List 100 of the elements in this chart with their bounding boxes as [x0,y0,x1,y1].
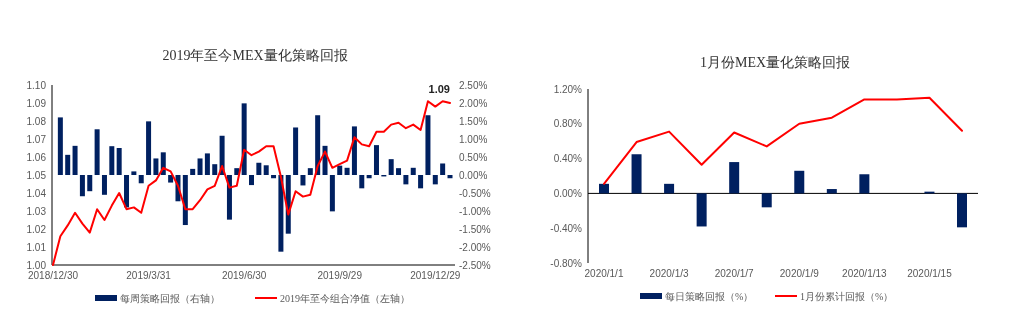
x-tick-label: 2020/1/1 [584,268,624,279]
bar [131,171,137,175]
bar [366,175,372,179]
bar [109,146,115,175]
y-tick-label: 0.40% [553,153,583,165]
bar [440,163,446,175]
bar [664,183,675,194]
bar [432,175,438,185]
bar [957,193,967,228]
bar [124,175,130,208]
bar [315,115,321,175]
y2-tick-label: 0.00% [459,169,488,181]
y-tick-label: -0.40% [550,222,583,234]
chart-title: 1月份MEX量化策略回报 [699,55,851,70]
x-tick-label: 2018/12/30 [27,270,79,281]
x-tick-label: 2020/1/13 [842,268,888,279]
y2-tick-label: 2.00% [459,97,488,109]
bar [418,175,424,189]
bar [859,174,870,194]
bar [72,145,78,175]
bar [329,175,335,212]
y2-tick-label: -2.00% [459,241,491,253]
bar [396,168,402,175]
legend-label: 每周策略回报（右轴） [120,292,220,304]
bar [307,168,313,175]
bar [57,117,63,175]
y-tick-label: 1.02 [26,223,47,235]
y2-tick-label: 1.00% [459,133,488,145]
y-tick-label: 1.05 [26,169,47,181]
y-tick-label: 0.00% [553,187,583,199]
bar [256,162,262,175]
x-tick-label: 2019/3/31 [126,270,172,281]
bar [212,164,218,175]
x-tick-label: 2019/6/30 [221,270,267,281]
x-tick-label: 2020/1/7 [714,268,755,279]
bar [65,154,71,175]
bar [190,168,196,175]
x-tick-label: 2020/1/3 [649,268,689,279]
y-tick-label: 1.09 [26,97,47,109]
bar [300,175,306,186]
y-tick-label: 0.80% [553,118,583,130]
legend-label: 每日策略回报（%） [665,290,754,302]
x-tick-label: 2019/12/29 [410,270,461,281]
x-tick-label: 2020/1/9 [779,268,820,279]
y-tick-label: 1.03 [26,205,47,217]
y-tick-label: -0.80% [550,257,583,269]
bar [153,158,159,175]
y2-tick-label: 0.50% [459,151,488,163]
bar [168,175,174,183]
bar [138,175,144,184]
y-tick-label: 1.00 [26,259,47,271]
bar [794,170,805,194]
bar [631,154,642,194]
y-tick-label: 1.10 [26,79,47,91]
bar [447,175,453,179]
legend-label: 2019年至今组合净值（左轴） [280,292,410,304]
bar [116,148,122,175]
bar [826,189,837,194]
bar [388,159,394,175]
y-tick-label: 1.20% [553,83,583,95]
bar [79,175,85,197]
y2-tick-label: -1.50% [459,223,491,235]
bar [410,167,416,175]
bar [344,167,350,175]
y2-tick-label: -1.00% [459,205,491,217]
bar [293,127,299,175]
line-series [603,96,963,185]
bar [226,175,232,220]
bar [263,165,269,175]
x-tick-label: 2019/9/29 [317,270,363,281]
bar [351,126,357,175]
bar [599,183,609,194]
y-tick-label: 1.01 [26,241,47,253]
annotation: 1.09 [428,83,450,95]
bar [425,115,431,175]
bar [101,175,107,195]
y-tick-label: 1.07 [26,133,47,145]
bar [761,193,772,208]
bar [373,145,379,175]
bar [241,103,247,175]
bar [403,175,409,185]
bar [278,175,284,252]
bar [234,168,240,175]
line-series [52,100,451,266]
bar [204,153,210,175]
y2-tick-label: -0.50% [459,187,491,199]
y-tick-label: 1.08 [26,115,47,127]
bar [87,175,93,192]
bar [359,175,365,189]
bar [146,121,152,175]
chart-title: 2019年至今MEX量化策略回报 [162,48,348,63]
bar [182,175,188,226]
y2-tick-label: -2.50% [459,259,491,271]
bar [94,129,100,175]
bar [729,162,740,194]
y2-tick-label: 1.50% [459,115,488,127]
bar [337,165,343,175]
x-tick-label: 2020/1/15 [907,268,953,279]
y2-tick-label: 2.50% [459,79,488,91]
bar [271,175,277,179]
